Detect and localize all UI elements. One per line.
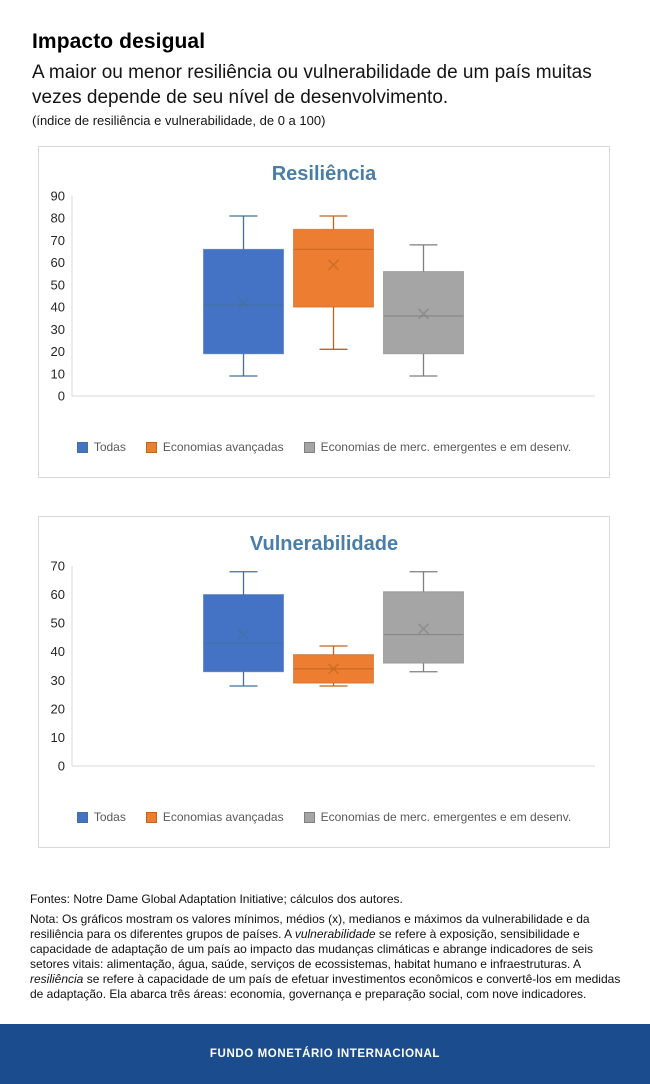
legend-label: Todas (93, 810, 126, 825)
y-tick-label: 20 (51, 702, 65, 717)
y-tick-label: 0 (58, 759, 65, 774)
chart-title-vulnerabilidade: Vulnerabilidade (249, 533, 399, 556)
y-tick-label: 30 (51, 322, 65, 337)
box-todas (203, 215, 284, 378)
legend-label: Todas (93, 440, 126, 455)
y-tick-label: 60 (51, 587, 65, 602)
note-italic-resiliencia: resiliência (30, 972, 84, 987)
box-economias-de-merc-emergentes-e-em-desenv (383, 571, 464, 673)
y-tick-label: 40 (51, 300, 65, 315)
page-title: Impacto desigual (32, 30, 206, 53)
y-tick-label: 80 (51, 211, 65, 226)
y-tick-label: 0 (58, 389, 65, 404)
page-subtitle: A maior ou menor resiliência ou vulnerab… (32, 62, 592, 108)
legend-swatch (145, 441, 157, 453)
legend-swatch (76, 441, 88, 453)
y-tick-label: 10 (51, 730, 65, 745)
legend-resiliencia: Todas Economias avançadas Economias de mer… (39, 440, 609, 454)
resiliencia-boxplot: 0 10 20 30 40 50 60 70 80 90 (51, 189, 595, 404)
imf-footer-band: FUNDO MONETÁRIO INTERNACIONAL (0, 1024, 650, 1084)
legend-swatch (145, 811, 157, 823)
note-part: se refere à capacidade de um país de efe… (30, 972, 621, 1002)
sources-text: Fontes: Notre Dame Global Adaptation Ini… (30, 892, 403, 907)
note-part: Nota: Os gráficos mostram os valores mín… (30, 912, 590, 942)
vulnerabilidade-boxplot: 0 10 20 30 40 50 60 70 (51, 559, 595, 774)
y-tick-label: 50 (51, 278, 65, 293)
legend-item-economias-avan-adas: Economias avançadas (145, 810, 284, 825)
chart-title-resiliencia: Resiliência (271, 163, 377, 186)
y-tick-label: 50 (51, 616, 65, 631)
legend-vulnerabilidade: Todas Economias avançadas Economias de mer… (39, 810, 609, 824)
legend-item-economias-de-merc-emergentes-e-em-desenv: Economias de merc. emergentes e em desen… (303, 440, 572, 455)
header: Impacto desigual A maior ou menor resili… (0, 0, 650, 128)
legend-item-todas: Todas (76, 440, 126, 455)
y-tick-label: 70 (51, 233, 65, 248)
legend-swatch (303, 811, 315, 823)
legend-item-economias-avan-adas: Economias avançadas (145, 440, 284, 455)
y-tick-label: 70 (51, 559, 65, 574)
box-todas (203, 571, 284, 688)
legend-swatch (76, 811, 88, 823)
y-tick-label: 60 (51, 256, 65, 271)
legend-label: Economias de merc. emergentes e em desen… (320, 440, 572, 455)
legend-item-todas: Todas (76, 810, 126, 825)
box-economias-avan-adas (293, 215, 374, 351)
note-italic-vulnerabilidade: vulnerabilidade (294, 927, 376, 942)
y-tick-label: 90 (51, 189, 65, 204)
y-tick-label: 40 (51, 645, 65, 660)
chart-card-resiliencia: Resiliência 0 10 20 30 40 50 60 70 80 90 Todas Eco… (38, 146, 610, 479)
y-tick-label: 10 (51, 367, 65, 382)
note-part: se refere à exposição, sensibilidade e c… (30, 927, 594, 972)
legend-label: Economias de merc. emergentes e em desen… (320, 810, 572, 825)
legend-label: Economias avançadas (162, 810, 284, 825)
legend-swatch (303, 441, 315, 453)
unit-note: (índice de resiliência e vulnerabilidade… (32, 113, 326, 129)
box-economias-avan-adas (293, 645, 374, 688)
note-text: Nota: Os gráficos mostram os valores mín… (30, 912, 628, 1002)
chart-card-vulnerabilidade: Vulnerabilidade 0 10 20 30 40 50 60 70 Todas Eco… (38, 516, 610, 849)
y-tick-label: 30 (51, 673, 65, 688)
y-tick-label: 20 (51, 344, 65, 359)
footnotes: Fontes: Notre Dame Global Adaptation Ini… (30, 892, 628, 1002)
box-economias-de-merc-emergentes-e-em-desenv (383, 244, 464, 378)
imf-wordmark: FUNDO MONETÁRIO INTERNACIONAL (209, 1048, 441, 1060)
legend-label: Economias avançadas (162, 440, 284, 455)
legend-item-economias-de-merc-emergentes-e-em-desenv: Economias de merc. emergentes e em desen… (303, 810, 572, 825)
